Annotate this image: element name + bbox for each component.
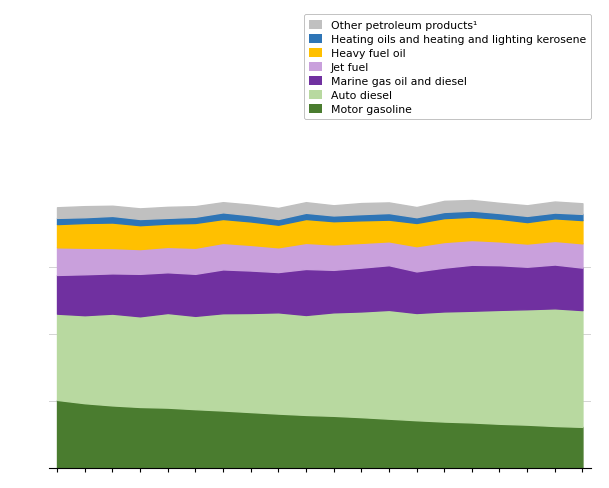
Legend: Other petroleum products¹, Heating oils and heating and lighting kerosene, Heavy: Other petroleum products¹, Heating oils …	[304, 15, 591, 120]
